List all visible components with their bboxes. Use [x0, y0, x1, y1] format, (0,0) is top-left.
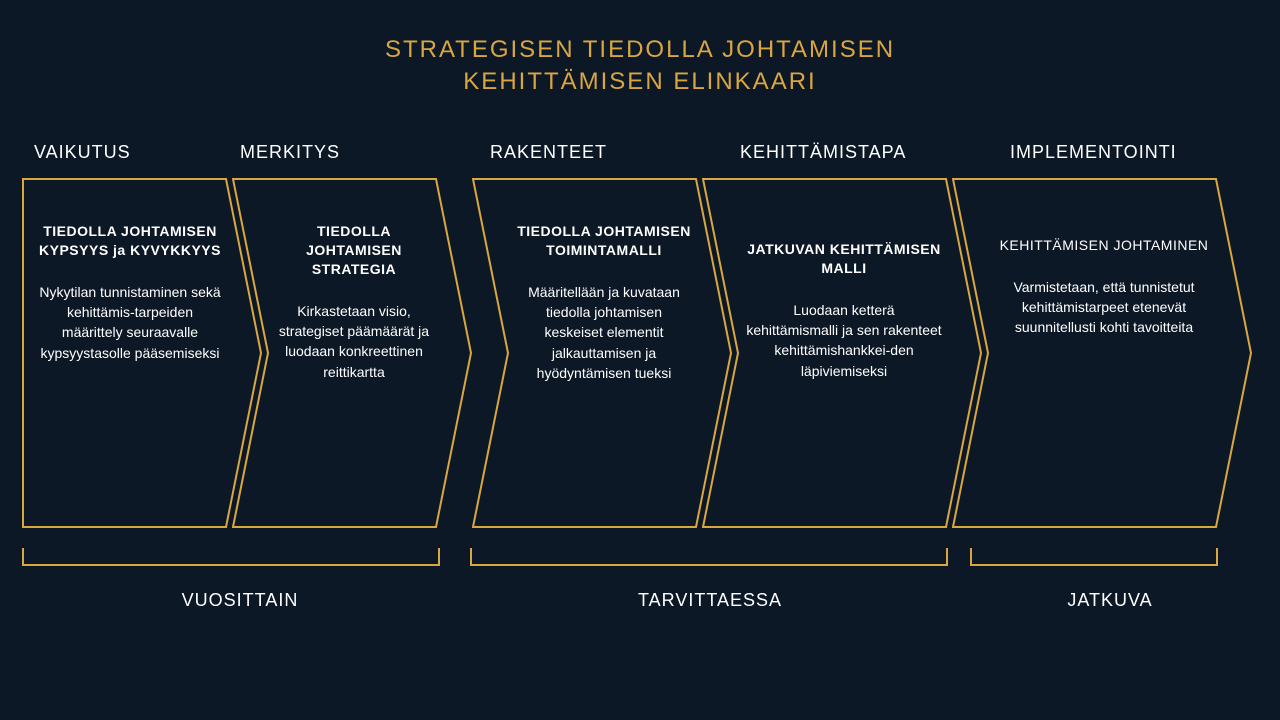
- chevron-content: JATKUVAN KEHITTÄMISEN MALLI Luodaan kett…: [740, 202, 948, 504]
- chevron-content: KEHITTÄMISEN JOHTAMINEN Varmistetaan, et…: [990, 202, 1218, 504]
- card-title: TIEDOLLA JOHTAMISEN KYPSYYS ja KYVYKKYYS: [32, 222, 228, 260]
- chevron-row: TIEDOLLA JOHTAMISEN KYPSYYS ja KYVYKKYYS…: [22, 178, 1258, 528]
- card-desc: Luodaan ketterä kehittämismalli ja sen r…: [740, 300, 948, 381]
- title-line-1: STRATEGISEN TIEDOLLA JOHTAMISEN: [385, 36, 895, 63]
- stage-label-kehittamistapa: KEHITTÄMISTAPA: [740, 142, 906, 163]
- bracket-label-vuosittain: VUOSITTAIN: [150, 590, 330, 611]
- chevron-implementointi: KEHITTÄMISEN JOHTAMINEN Varmistetaan, et…: [952, 178, 1252, 528]
- card-desc: Määritellään ja kuvataan tiedolla johtam…: [510, 282, 698, 383]
- card-title: TIEDOLLA JOHTAMISEN TOIMINTAMALLI: [510, 222, 698, 260]
- bracket-line-icon: [470, 564, 948, 566]
- bracket-edge-icon: [438, 548, 440, 566]
- chevron-rakenteet: TIEDOLLA JOHTAMISEN TOIMINTAMALLI Määrit…: [472, 178, 732, 528]
- bracket-line-icon: [970, 564, 1218, 566]
- stage-label-vaikutus: VAIKUTUS: [34, 142, 131, 163]
- chevron-content: TIEDOLLA JOHTAMISEN KYPSYYS ja KYVYKKYYS…: [32, 202, 228, 504]
- stage-label-implementointi: IMPLEMENTOINTI: [1010, 142, 1177, 163]
- chevron-kehittamistapa: JATKUVAN KEHITTÄMISEN MALLI Luodaan kett…: [702, 178, 982, 528]
- chevron-vaikutus: TIEDOLLA JOHTAMISEN KYPSYYS ja KYVYKKYYS…: [22, 178, 262, 528]
- bracket-edge-icon: [1216, 548, 1218, 566]
- bracket-label-jatkuva: JATKUVA: [1040, 590, 1180, 611]
- bracket-jatkuva: [970, 548, 1218, 566]
- card-title: KEHITTÄMISEN JOHTAMINEN: [996, 236, 1213, 255]
- bracket-line-icon: [22, 564, 440, 566]
- stage-label-rakenteet: RAKENTEET: [490, 142, 607, 163]
- stage-label-merkitys: MERKITYS: [240, 142, 340, 163]
- chevron-content: TIEDOLLA JOHTAMISEN STRATEGIA Kirkasteta…: [270, 202, 438, 504]
- card-title: JATKUVAN KEHITTÄMISEN MALLI: [740, 240, 948, 278]
- bracket-edge-icon: [946, 548, 948, 566]
- bracket-tarvittaessa: [470, 548, 948, 566]
- bracket-label-tarvittaessa: TARVITTAESSA: [610, 590, 810, 611]
- card-desc: Kirkastetaan visio, strategiset päämäärä…: [270, 301, 438, 382]
- card-title: TIEDOLLA JOHTAMISEN STRATEGIA: [270, 222, 438, 279]
- card-desc: Nykytilan tunnistaminen sekä kehittämis-…: [32, 282, 228, 363]
- card-desc: Varmistetaan, että tunnistetut kehittämi…: [990, 277, 1218, 338]
- chevron-merkitys: TIEDOLLA JOHTAMISEN STRATEGIA Kirkasteta…: [232, 178, 472, 528]
- title-line-2: KEHITTÄMISEN ELINKAARI: [463, 68, 816, 95]
- bracket-vuosittain: [22, 548, 440, 566]
- chevron-content: TIEDOLLA JOHTAMISEN TOIMINTAMALLI Määrit…: [510, 202, 698, 504]
- diagram-title: STRATEGISEN TIEDOLLA JOHTAMISEN KEHITTÄM…: [0, 34, 1280, 99]
- diagram-canvas: STRATEGISEN TIEDOLLA JOHTAMISEN KEHITTÄM…: [0, 0, 1280, 720]
